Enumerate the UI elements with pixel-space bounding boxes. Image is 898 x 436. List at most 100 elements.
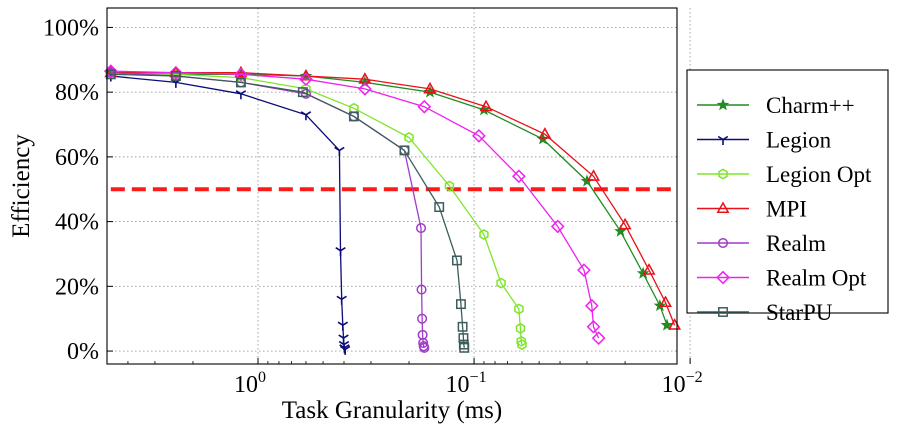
plot-frame (106, 7, 678, 365)
data-point-realm (419, 342, 430, 353)
legend-marker-legion-opt (718, 168, 728, 180)
series-line-starpu (110, 73, 465, 348)
data-point-legion-opt (517, 339, 527, 351)
data-point-starpu (457, 321, 468, 332)
data-point-realm (300, 88, 311, 99)
data-point-starpu (459, 342, 470, 353)
data-point-charmplusplus (614, 224, 627, 237)
series-layer (103, 64, 682, 355)
data-point-starpu (455, 299, 466, 310)
data-point-mpi (538, 127, 552, 139)
legend-items: Charm++ Legion Legion Opt MPI Realm Realm Opt… (697, 93, 872, 325)
data-point-realm-opt (577, 263, 591, 278)
legend-marker-realm (717, 237, 729, 249)
data-point-legion-opt (514, 303, 524, 315)
data-point-starpu (170, 71, 181, 81)
legend-item-realm: Realm (697, 231, 826, 256)
series-line-realm-opt (110, 70, 600, 339)
data-point-realm-opt (234, 67, 248, 82)
grid-lines (107, 8, 691, 364)
series-line-mpi (110, 72, 676, 326)
data-point-legion-opt (496, 277, 506, 289)
legend-item-legion: Legion (697, 128, 832, 153)
data-point-charmplusplus (660, 318, 674, 331)
data-point-legion (300, 111, 312, 121)
series-mpi (104, 65, 682, 330)
series-realm-opt (103, 64, 606, 345)
data-point-legion (339, 345, 351, 355)
series-line-legion (110, 75, 346, 350)
y-tick-label: 80% (55, 80, 99, 106)
data-point-realm-opt (512, 169, 526, 184)
legend-marker-starpu (718, 307, 728, 317)
data-point-charmplusplus (636, 266, 650, 279)
data-point-realm-opt (586, 319, 601, 334)
series-line-charmplusplus (110, 72, 668, 326)
data-point-legion-opt (444, 180, 455, 192)
legend-marker-realm-opt (716, 270, 730, 285)
data-point-legion-opt (516, 335, 526, 347)
data-point-realm (416, 284, 427, 295)
data-point-legion (337, 321, 349, 331)
y-tick-label: 20% (55, 274, 99, 300)
data-point-starpu (452, 255, 462, 266)
y-tick-label: 60% (55, 145, 99, 171)
x-axis-label: Task Granularity (ms) (282, 397, 502, 424)
legend-label: Realm Opt (766, 266, 867, 291)
data-point-legion-opt (479, 229, 489, 240)
legend-label: StarPU (766, 300, 833, 325)
data-point-mpi (479, 99, 493, 112)
data-point-realm-opt (550, 219, 565, 234)
legend-label: Legion Opt (766, 162, 872, 187)
data-point-realm-opt (417, 99, 432, 114)
legend-label: MPI (766, 197, 807, 222)
series-line-realm (110, 72, 425, 349)
legend: Charm++ Legion Legion Opt MPI Realm Realm Opt… (686, 69, 889, 325)
y-tick-label: 100% (43, 15, 99, 41)
legend-item-charmplusplus: Charm++ (697, 93, 855, 118)
legend-marker-mpi (716, 201, 730, 214)
series-charmplusplus (104, 66, 674, 331)
data-point-realm (415, 223, 427, 234)
series-legion-opt (106, 67, 527, 351)
data-point-starpu (235, 77, 246, 88)
legend-frame (686, 69, 889, 314)
data-point-starpu (297, 87, 308, 98)
data-point-realm-opt (584, 298, 599, 313)
data-point-legion (338, 334, 349, 344)
y-axis-ticks: 0% 20% 40% 60% 80% 100% (43, 15, 113, 365)
data-point-mpi (423, 81, 437, 94)
legend-label: Realm (766, 231, 826, 256)
x-tick-label: 10−2 (662, 369, 703, 398)
legend-item-legion-opt: Legion Opt (697, 162, 872, 187)
data-point-realm-opt (591, 331, 606, 345)
data-point-realm (417, 313, 428, 324)
x-tick-label: 100 (234, 369, 266, 398)
data-point-realm-opt (299, 72, 313, 87)
data-point-mpi (587, 169, 600, 181)
data-point-starpu (434, 202, 445, 212)
data-point-realm-opt (358, 82, 372, 96)
legend-label: Charm++ (766, 93, 855, 118)
y-axis-label: Efficiency (8, 134, 35, 238)
data-point-mpi (642, 263, 656, 275)
legend-item-starpu: StarPU (697, 300, 833, 325)
data-point-legion (336, 295, 347, 305)
series-starpu (105, 69, 470, 353)
data-point-realm-opt (169, 65, 183, 80)
data-point-legion (335, 247, 346, 257)
legend-marker-charmplusplus (716, 98, 730, 111)
data-point-starpu (348, 111, 359, 122)
data-point-starpu (399, 145, 410, 156)
series-legion (105, 72, 351, 355)
data-point-legion-opt (515, 322, 526, 334)
y-tick-label: 40% (55, 210, 99, 236)
data-point-mpi (659, 295, 672, 308)
data-point-realm-opt (472, 128, 486, 143)
data-point-legion (235, 90, 247, 100)
x-axis-ticks: 100 10−1 10−2 (106, 358, 703, 398)
legend-item-realm-opt: Realm Opt (697, 266, 867, 291)
data-point-legion (334, 146, 345, 156)
series-realm (105, 67, 430, 353)
